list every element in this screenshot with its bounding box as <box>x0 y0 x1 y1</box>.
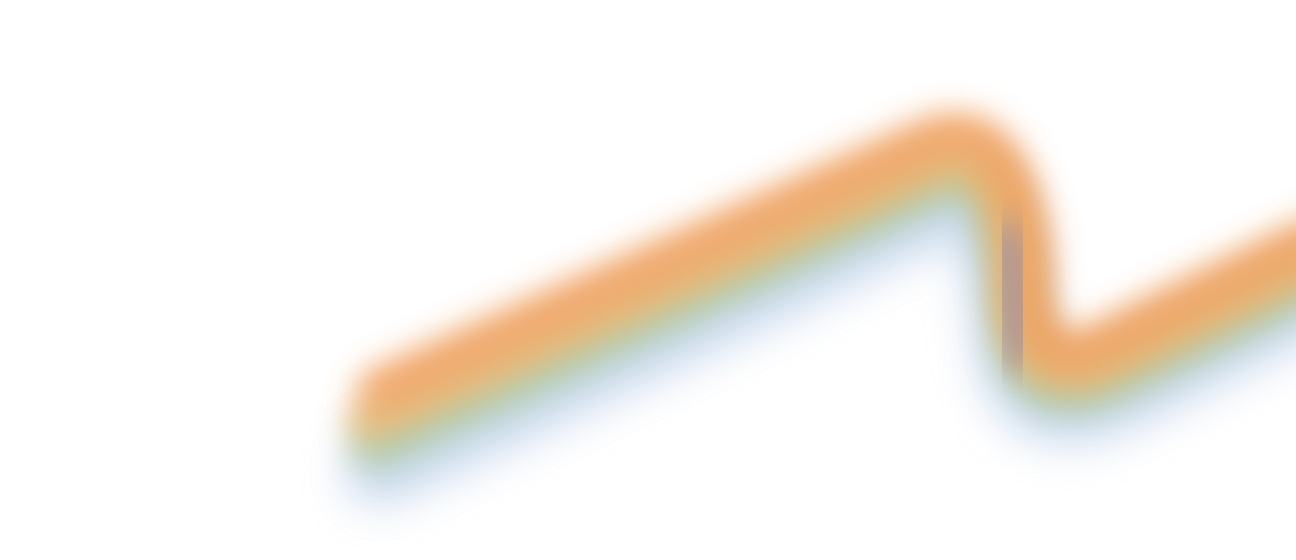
ribbon-band-mauve <box>986 221 1039 369</box>
